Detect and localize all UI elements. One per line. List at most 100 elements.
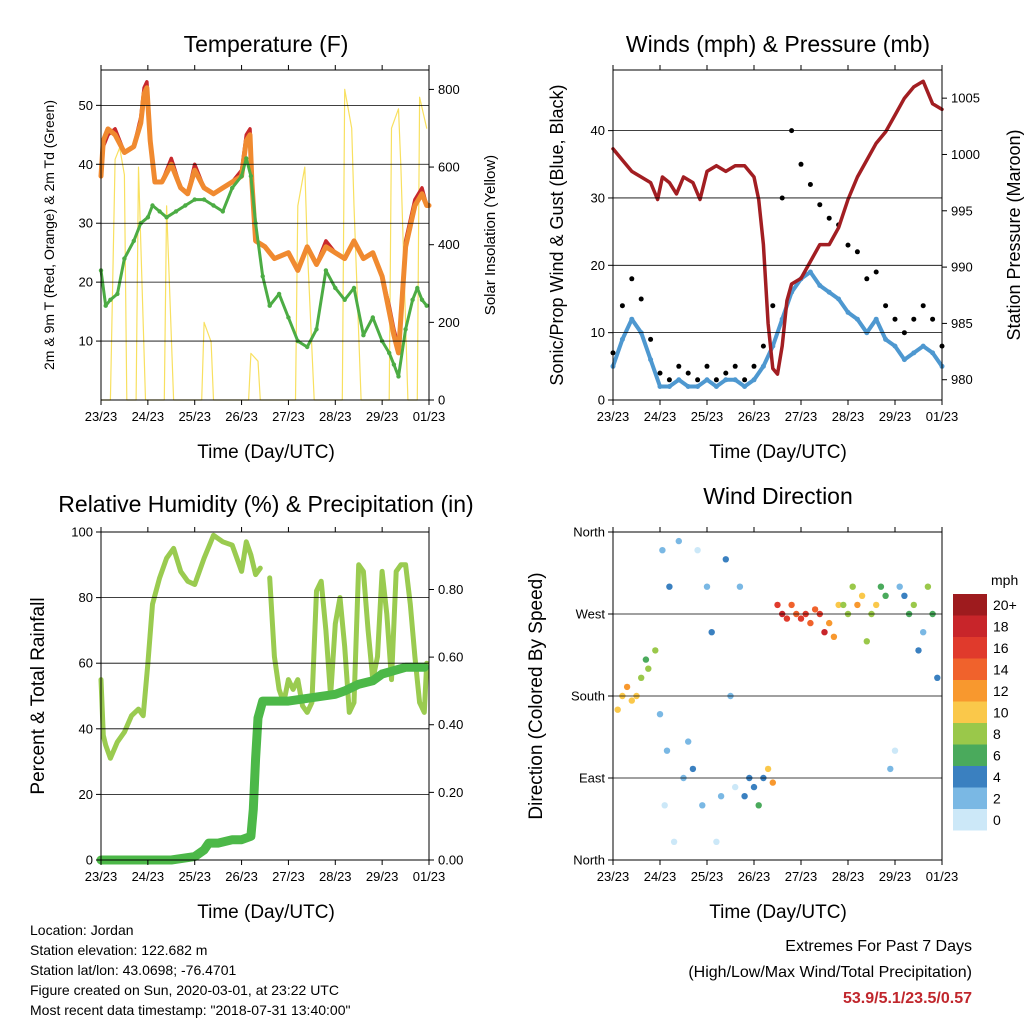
y-tick-label: 30 [79, 216, 93, 231]
direction-point [614, 706, 621, 713]
wind-speed-legend: mph 20+ 18 16 14 12 10 8 6 4 2 0 [953, 572, 1018, 831]
x-tick-label: 01/23 [926, 409, 959, 424]
temperature-ylabel: 2m & 9m T (Red, Orange) & 2m Td (Green) [41, 100, 57, 370]
wind-speed-point [742, 384, 748, 389]
wind-gust-point [713, 377, 719, 383]
wind-gust-point [826, 215, 832, 221]
direction-point [623, 683, 631, 691]
dewpoint-point [342, 297, 347, 302]
wind-speed-point [713, 384, 719, 389]
direction-point [807, 619, 814, 627]
wind-speed-point [930, 350, 936, 356]
wind-gust-point [873, 269, 879, 275]
dewpoint-point [333, 285, 338, 291]
legend-title: mph [991, 572, 1018, 588]
direction-point [821, 629, 828, 636]
dewpoint-point [396, 374, 401, 379]
legend-swatch [953, 637, 987, 659]
dewpoint-point [108, 297, 113, 302]
dewpoint-point [211, 203, 216, 208]
wind-speed-point [619, 336, 625, 342]
wind-speed-point [676, 377, 682, 383]
direction-point [788, 601, 795, 609]
wind-gust-point [760, 343, 766, 349]
wind-direction-x-ticks: 23/23 24/23 25/23 26/23 27/23 28/23 29/23 01/23 [597, 527, 958, 884]
dewpoint-point [115, 291, 120, 297]
wind-gust-point [845, 242, 851, 248]
wind-speed-point [901, 357, 907, 363]
y-tick-label: 40 [79, 721, 93, 736]
dewpoint-point [419, 297, 425, 302]
humidity-ylabel: Percent & Total Rainfall [28, 597, 49, 794]
direction-point [732, 783, 739, 791]
x-tick-label: 28/23 [319, 869, 352, 884]
extremes-subtitle: (High/Low/Max Wind/Total Precipitation) [688, 964, 972, 981]
direction-point [920, 629, 927, 636]
direction-point [774, 601, 781, 609]
y2-tick-label: 0.20 [438, 785, 463, 800]
wind-speed-point [695, 384, 701, 389]
wind-direction-panel: Wind Direction 23/23 24/23 25/23 26/23 27/23… [526, 483, 1018, 923]
x-tick-label: 24/23 [132, 409, 165, 424]
legend-label: 10 [993, 704, 1009, 720]
wind-gust-point [883, 303, 889, 309]
x-tick-label: 25/23 [178, 409, 211, 424]
dewpoint-point [157, 209, 162, 214]
wind-speed-point [836, 296, 842, 302]
direction-point [764, 765, 772, 773]
dewpoint-point [403, 327, 408, 332]
y-tick-label: South [571, 689, 605, 704]
wind-gust-point [648, 336, 654, 342]
temperature-xlabel: Time (Day/UTC) [197, 442, 335, 463]
direction-point [652, 647, 659, 654]
legend-label: 20+ [993, 597, 1017, 613]
x-tick-label: 29/23 [366, 409, 399, 424]
dewpoint-point [370, 315, 375, 320]
humidity-title: Relative Humidity (%) & Precipitation (i… [58, 491, 473, 517]
wind-gust-point [666, 377, 672, 383]
legend-label: 2 [993, 790, 1001, 806]
x-tick-label: 27/23 [272, 409, 305, 424]
dewpoint-point [410, 297, 415, 302]
direction-point [840, 601, 847, 609]
wind-speed-point [723, 377, 729, 383]
dewpoint-point [201, 197, 207, 202]
direction-point [863, 638, 870, 645]
x-tick-label: 24/23 [644, 869, 677, 884]
wind-gust-point [854, 249, 860, 255]
x-tick-label: 23/23 [85, 869, 118, 884]
y-tick-label: 50 [79, 98, 93, 113]
direction-point [703, 583, 711, 590]
winds-panel: Winds (mph) & Pressure (mb) 23/23 24/23 25… [547, 31, 1024, 463]
direction-point [685, 738, 692, 745]
direction-point [670, 838, 678, 845]
y-tick-label: North [573, 525, 605, 540]
dewpoint-point [131, 238, 136, 244]
wind-gust-point [723, 370, 729, 376]
legend-swatch [953, 658, 987, 680]
direction-point [661, 802, 668, 809]
x-tick-label: 01/23 [413, 409, 446, 424]
y-tick-label: 40 [591, 123, 605, 138]
y-tick-label: 20 [79, 275, 93, 290]
temperature-title: Temperature (F) [184, 31, 349, 57]
direction-point [882, 592, 889, 599]
x-tick-label: 26/23 [225, 409, 258, 424]
winds-x-ticks: 23/23 24/23 25/23 26/23 27/23 28/23 29/23 01/23 [597, 65, 959, 424]
x-tick-label: 29/23 [879, 869, 912, 884]
humidity-frame [100, 531, 430, 861]
x-tick-label: 26/23 [225, 869, 258, 884]
dewpoint-point [150, 203, 155, 208]
temperature-x-ticks: 23/23 24/23 25/23 26/23 27/23 28/23 29/23 01/23 [85, 65, 446, 424]
y2-tick-label: 0 [438, 393, 445, 408]
direction-point [915, 647, 922, 654]
direction-point [638, 674, 645, 681]
direction-point [699, 802, 706, 809]
figure-created: Figure created on Sun, 2020-03-01, at 23… [30, 982, 339, 998]
wind-speed-point [685, 384, 691, 389]
dewpoint-point [391, 362, 397, 367]
x-tick-label: 26/23 [738, 869, 771, 884]
y2-tick-label: 0.60 [438, 650, 463, 665]
x-tick-label: 24/23 [644, 409, 677, 424]
dewpoint-point [145, 215, 151, 220]
